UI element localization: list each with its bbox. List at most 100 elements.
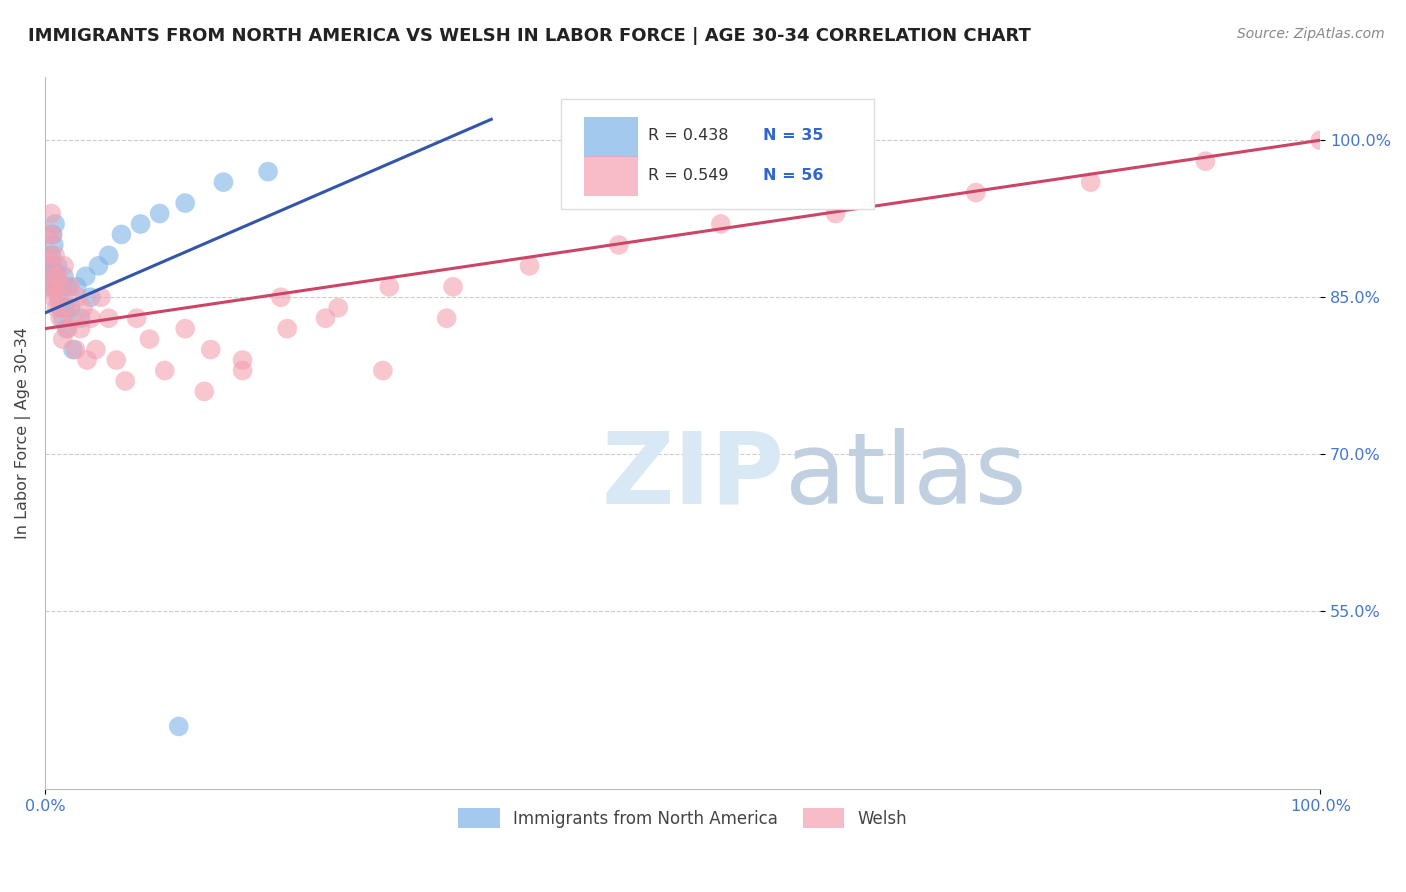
Point	[53, 301, 76, 315]
Point	[59, 301, 82, 315]
Point	[44, 280, 66, 294]
Point	[270, 290, 292, 304]
Point	[53, 301, 76, 315]
Point	[174, 196, 197, 211]
Point	[371, 363, 394, 377]
Point	[46, 269, 69, 284]
Point	[62, 343, 84, 357]
Point	[80, 311, 103, 326]
Point	[44, 248, 66, 262]
Point	[39, 259, 62, 273]
Point	[314, 311, 336, 326]
Point	[149, 206, 172, 220]
Point	[232, 363, 254, 377]
Point	[56, 321, 79, 335]
Point	[53, 269, 76, 284]
Point	[41, 227, 63, 242]
Text: R = 0.549: R = 0.549	[648, 169, 728, 183]
Point	[153, 363, 176, 377]
Point	[44, 217, 66, 231]
Point	[328, 301, 350, 315]
Point	[276, 321, 298, 335]
Point	[41, 227, 63, 242]
Point	[51, 280, 73, 294]
Point	[110, 227, 132, 242]
Text: Source: ZipAtlas.com: Source: ZipAtlas.com	[1237, 27, 1385, 41]
Point	[48, 290, 70, 304]
Point	[378, 280, 401, 294]
Point	[105, 353, 128, 368]
Point	[44, 280, 66, 294]
Point	[519, 259, 541, 273]
Point	[965, 186, 987, 200]
Point	[97, 311, 120, 326]
Point	[1080, 175, 1102, 189]
Point	[39, 259, 62, 273]
Text: ZIP: ZIP	[602, 427, 785, 524]
Point	[38, 248, 60, 262]
Point	[39, 280, 62, 294]
Point	[75, 269, 97, 284]
Point	[129, 217, 152, 231]
Point	[52, 311, 75, 326]
Point	[39, 206, 62, 220]
Point	[72, 301, 94, 315]
Point	[42, 269, 65, 284]
Point	[39, 248, 62, 262]
Point	[114, 374, 136, 388]
Point	[174, 321, 197, 335]
Point	[37, 227, 59, 242]
Point	[65, 343, 87, 357]
Point	[76, 353, 98, 368]
Point	[138, 332, 160, 346]
Point	[90, 290, 112, 304]
Point	[67, 290, 90, 304]
Point	[607, 238, 630, 252]
Point	[38, 280, 60, 294]
Point	[441, 280, 464, 294]
Point	[55, 321, 77, 335]
Point	[710, 217, 733, 231]
Point	[56, 280, 79, 294]
Point	[46, 259, 69, 273]
Point	[46, 280, 69, 294]
Point	[200, 343, 222, 357]
Point	[59, 280, 82, 294]
Text: IMMIGRANTS FROM NORTH AMERICA VS WELSH IN LABOR FORCE | AGE 30-34 CORRELATION CH: IMMIGRANTS FROM NORTH AMERICA VS WELSH I…	[28, 27, 1031, 45]
Point	[45, 301, 67, 315]
Text: atlas: atlas	[785, 427, 1026, 524]
Point	[1194, 154, 1216, 169]
Point	[87, 259, 110, 273]
Point	[1309, 133, 1331, 147]
Text: R = 0.438: R = 0.438	[648, 128, 728, 144]
Point	[125, 311, 148, 326]
Point	[45, 269, 67, 284]
FancyBboxPatch shape	[561, 99, 875, 209]
Point	[51, 280, 73, 294]
Text: N = 35: N = 35	[763, 128, 824, 144]
Point	[84, 343, 107, 357]
Point	[69, 311, 91, 326]
Point	[97, 248, 120, 262]
Point	[824, 206, 846, 220]
Legend: Immigrants from North America, Welsh: Immigrants from North America, Welsh	[451, 802, 914, 834]
Point	[69, 321, 91, 335]
Point	[42, 290, 65, 304]
Point	[49, 311, 72, 326]
Point	[53, 259, 76, 273]
Point	[62, 311, 84, 326]
Point	[212, 175, 235, 189]
FancyBboxPatch shape	[585, 156, 638, 196]
Point	[80, 290, 103, 304]
Point	[49, 301, 72, 315]
Text: N = 56: N = 56	[763, 169, 824, 183]
Point	[42, 238, 65, 252]
Point	[193, 384, 215, 399]
Point	[257, 164, 280, 178]
Point	[232, 353, 254, 368]
Point	[167, 719, 190, 733]
Point	[52, 332, 75, 346]
FancyBboxPatch shape	[585, 118, 638, 157]
Point	[39, 269, 62, 284]
Point	[41, 259, 63, 273]
